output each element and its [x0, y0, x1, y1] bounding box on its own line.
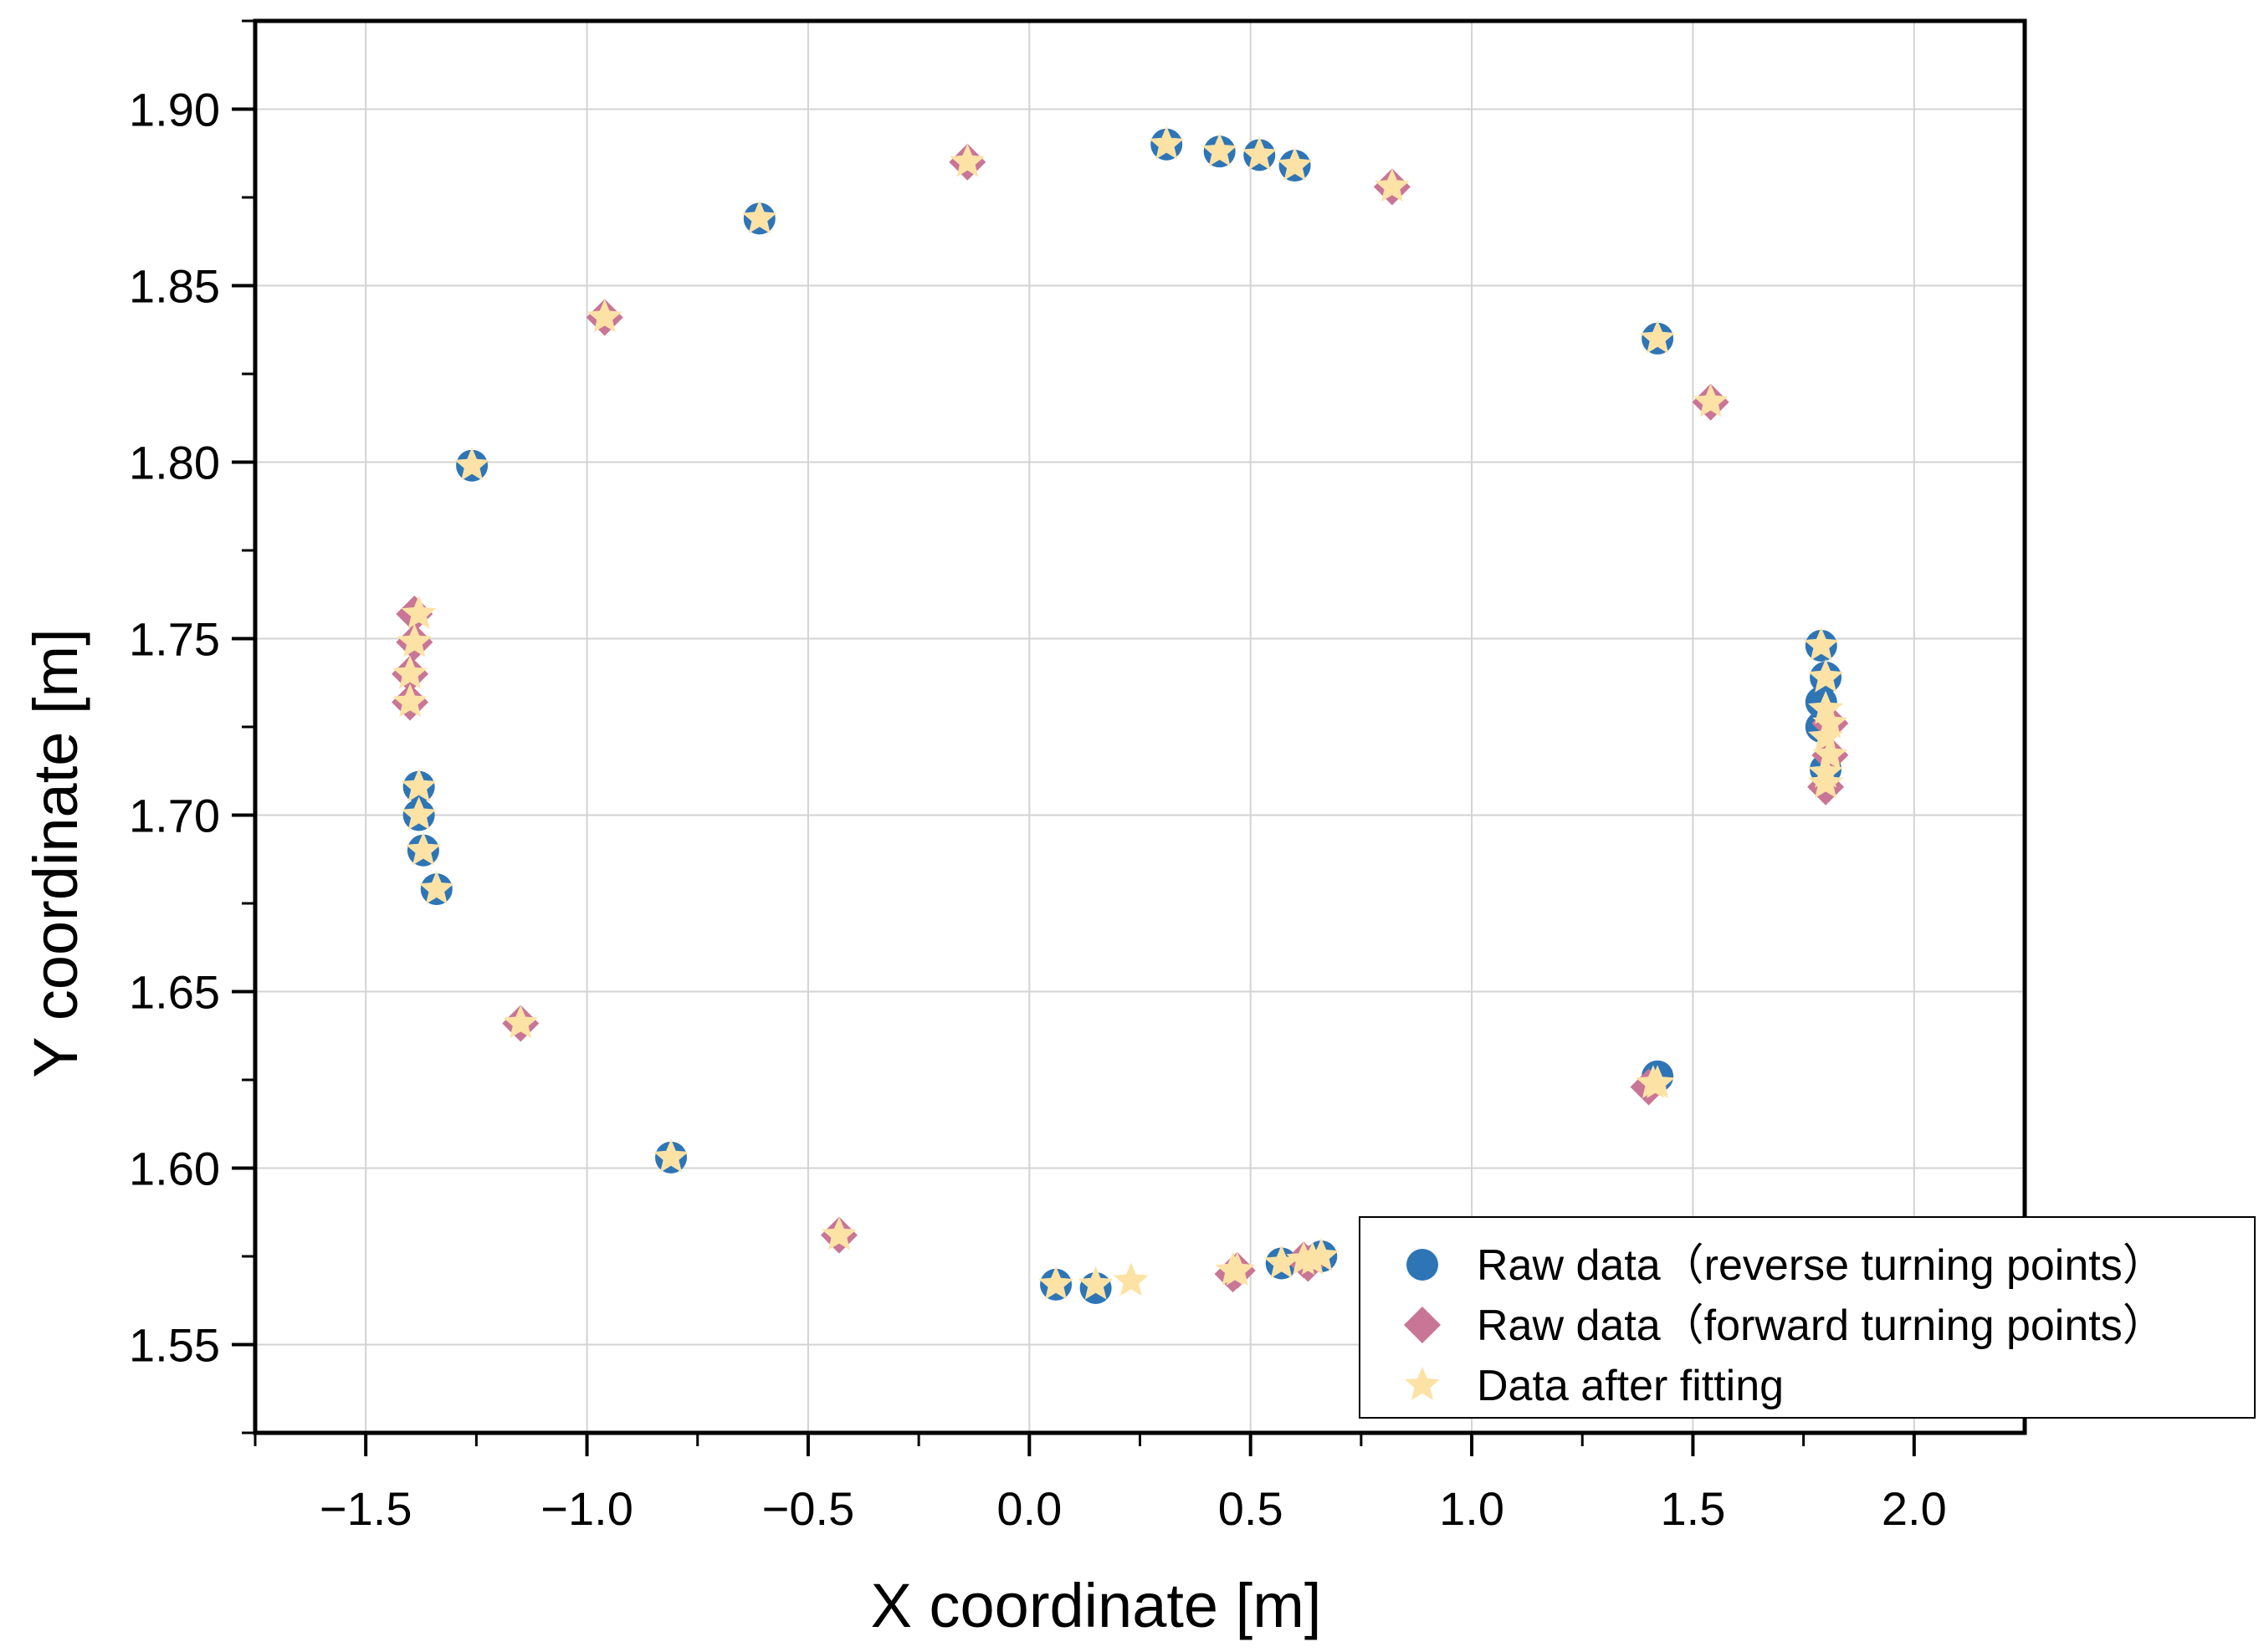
fitted-point [1808, 719, 1843, 753]
fitted-point [1640, 320, 1676, 354]
y-tick-label: 1.70 [129, 790, 220, 842]
fitted-point [1812, 736, 1848, 770]
fitted-point [741, 200, 777, 234]
plot-frame [253, 18, 2027, 1435]
fitted-point [1149, 125, 1185, 160]
y-axis-title: Y coordinate [m] [21, 628, 90, 1077]
minor-ticks [242, 19, 1806, 1446]
fitted-point [418, 871, 454, 904]
x-tick-label: 1.0 [1439, 1482, 1504, 1535]
fitted-point [1294, 1241, 1330, 1275]
x-tick-label: 2.0 [1882, 1482, 1947, 1535]
fitted-point [503, 1005, 539, 1039]
x-tick-label: 0.5 [1218, 1482, 1283, 1535]
fitted-point [1808, 765, 1843, 799]
fitted-point [454, 447, 489, 481]
fitted-point [1812, 704, 1848, 739]
x-tick-label: 0.0 [996, 1482, 1062, 1535]
x-tick-label: −1.0 [540, 1482, 633, 1535]
y-tick-label: 1.60 [129, 1143, 220, 1195]
fitted-point [822, 1216, 857, 1251]
fitted-point [1201, 133, 1237, 166]
x-tick-label: 1.5 [1661, 1482, 1726, 1535]
legend-markers [1404, 1249, 1441, 1400]
y-tick-label: 1.65 [129, 966, 220, 1019]
legend-box [1359, 1216, 2256, 1419]
fitted-point [950, 143, 986, 177]
fitted-point [1375, 168, 1410, 202]
y-tick-label: 1.75 [129, 613, 220, 666]
y-tick-labels: 1.55 1.60 1.65 1.70 1.75 1.80 1.85 1.90 [129, 84, 220, 1372]
fitted-point [1242, 136, 1278, 171]
grid-lines [255, 21, 2025, 1433]
fitted-point [401, 596, 437, 629]
legend: Raw data（reverse turning points） Raw dat… [1359, 1216, 2256, 1419]
fitted-point [1808, 658, 1843, 693]
fitted-point [392, 655, 428, 689]
legend-label-fitted: Data after fitting [1477, 1362, 1784, 1410]
fitted-point [392, 683, 428, 718]
legend-label-forward: Raw data（forward turning points） [1477, 1302, 2166, 1350]
x-axis-title: X coordinate [m] [871, 1571, 1322, 1640]
x-tick-label: −0.5 [762, 1482, 855, 1535]
fitted-point [397, 623, 433, 657]
legend-label-reverse: Raw data（reverse turning points） [1477, 1241, 2166, 1290]
fitted-point [1038, 1266, 1073, 1300]
fitted-point [1693, 383, 1729, 417]
fitted-point [1114, 1262, 1149, 1297]
fitted-point [653, 1138, 689, 1173]
y-tick-label: 1.80 [129, 437, 220, 489]
major-ticks [232, 107, 1916, 1456]
data-points [392, 125, 1849, 1304]
y-tick-label: 1.85 [129, 260, 220, 313]
fitted-point [406, 831, 441, 866]
fitted-point [401, 796, 437, 831]
fitted-point [1078, 1266, 1114, 1300]
fitted-point [1263, 1245, 1299, 1279]
series-fitted-point [392, 125, 1848, 1300]
fitted-point [401, 768, 437, 802]
y-tick-label: 1.90 [129, 84, 220, 136]
fitted-point [1635, 1065, 1671, 1098]
x-tick-label: −1.5 [320, 1482, 412, 1535]
legend-marker-reverse-point [1406, 1249, 1438, 1281]
fitted-point [586, 299, 622, 333]
legend-marker-fitted-point [1405, 1367, 1440, 1400]
y-tick-label: 1.55 [129, 1319, 220, 1372]
fitted-point [1277, 147, 1313, 181]
legend-marker-forward-point [1404, 1307, 1441, 1343]
x-tick-labels: −1.5 −1.0 −0.5 0.0 0.5 1.0 1.5 2.0 [320, 1482, 1947, 1535]
fitted-point [1219, 1251, 1255, 1286]
fitted-point [1803, 627, 1839, 661]
